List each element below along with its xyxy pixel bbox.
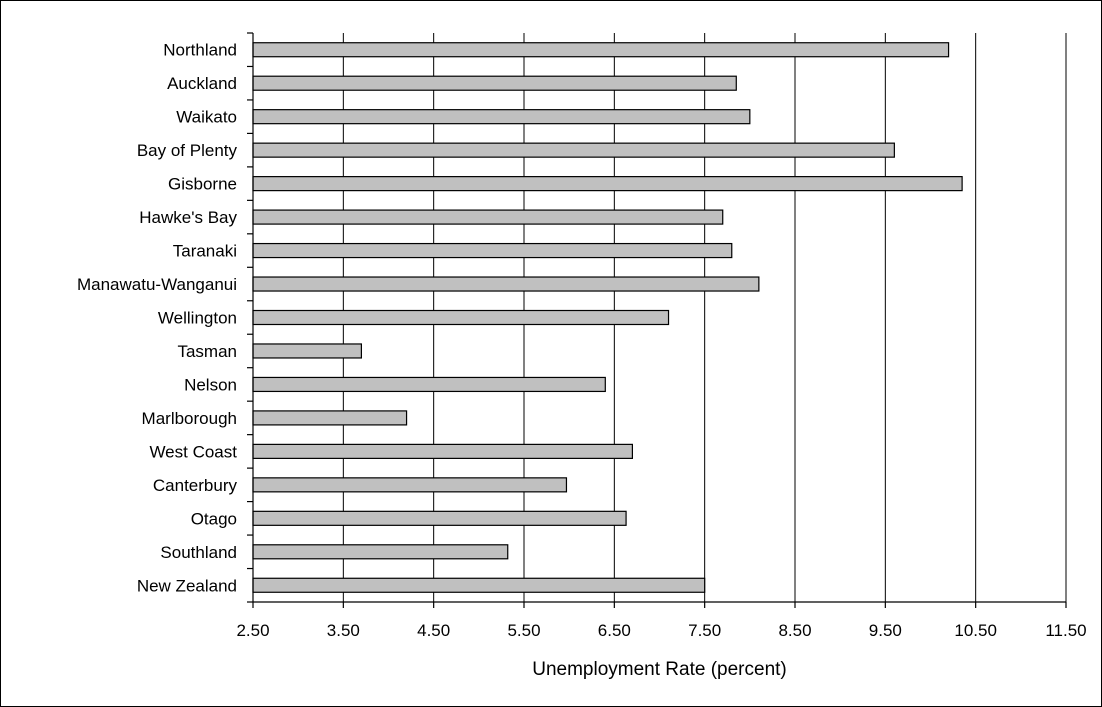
bars xyxy=(252,42,963,593)
bar xyxy=(252,477,568,493)
category-label: Nelson xyxy=(184,375,237,394)
bar xyxy=(252,309,670,326)
category-label: Otago xyxy=(191,509,237,528)
x-tick-label: 6.50 xyxy=(598,621,631,640)
category-label: Manawatu-Wanganui xyxy=(77,275,237,294)
category-label: Auckland xyxy=(167,74,237,93)
category-label: Hawke's Bay xyxy=(139,208,237,227)
bar xyxy=(252,42,950,58)
x-tick-label: 5.50 xyxy=(507,621,540,640)
x-axis-title: Unemployment Rate (percent) xyxy=(532,659,787,680)
category-label: Canterbury xyxy=(153,476,238,495)
x-tick-label: 9.50 xyxy=(869,621,902,640)
category-label: Marlborough xyxy=(142,409,237,428)
bar xyxy=(252,376,606,393)
category-label: Bay of Plenty xyxy=(137,141,238,160)
category-label: Southland xyxy=(160,543,237,562)
bar xyxy=(252,343,363,359)
bar xyxy=(252,544,509,560)
x-tick-label: 11.50 xyxy=(1045,621,1086,640)
category-label: Tasman xyxy=(177,342,237,361)
bar xyxy=(252,209,724,225)
x-tick-label: 8.50 xyxy=(778,621,811,640)
category-label: Northland xyxy=(163,41,237,60)
category-label: New Zealand xyxy=(137,576,237,595)
x-tick-label: 4.50 xyxy=(417,621,450,640)
bar xyxy=(252,443,633,459)
category-label: Gisborne xyxy=(168,175,237,194)
bar xyxy=(252,142,895,158)
x-tick-label: 10.50 xyxy=(954,621,997,640)
bar xyxy=(252,242,733,259)
category-label: West Coast xyxy=(149,442,237,461)
category-labels: Northland Auckland Waikato Bay of Plenty Gis… xyxy=(77,41,238,596)
x-tick-label: 2.50 xyxy=(236,621,269,640)
x-tick-label: 7.50 xyxy=(688,621,721,640)
bar xyxy=(252,109,751,125)
bar xyxy=(252,510,627,526)
bar xyxy=(252,75,737,91)
bar xyxy=(252,410,408,426)
category-label: Wellington xyxy=(158,309,237,328)
axes xyxy=(252,33,1066,603)
x-tick-label: 3.50 xyxy=(327,621,360,640)
x-tick-labels: 2.50 3.50 4.50 5.50 6.50 7.50 8.50 9.50 10.50 11.… xyxy=(236,621,1086,640)
bar xyxy=(252,577,706,593)
bar xyxy=(252,276,760,292)
category-label: Taranaki xyxy=(173,242,237,261)
category-label: Waikato xyxy=(176,108,237,127)
bar xyxy=(252,176,963,192)
